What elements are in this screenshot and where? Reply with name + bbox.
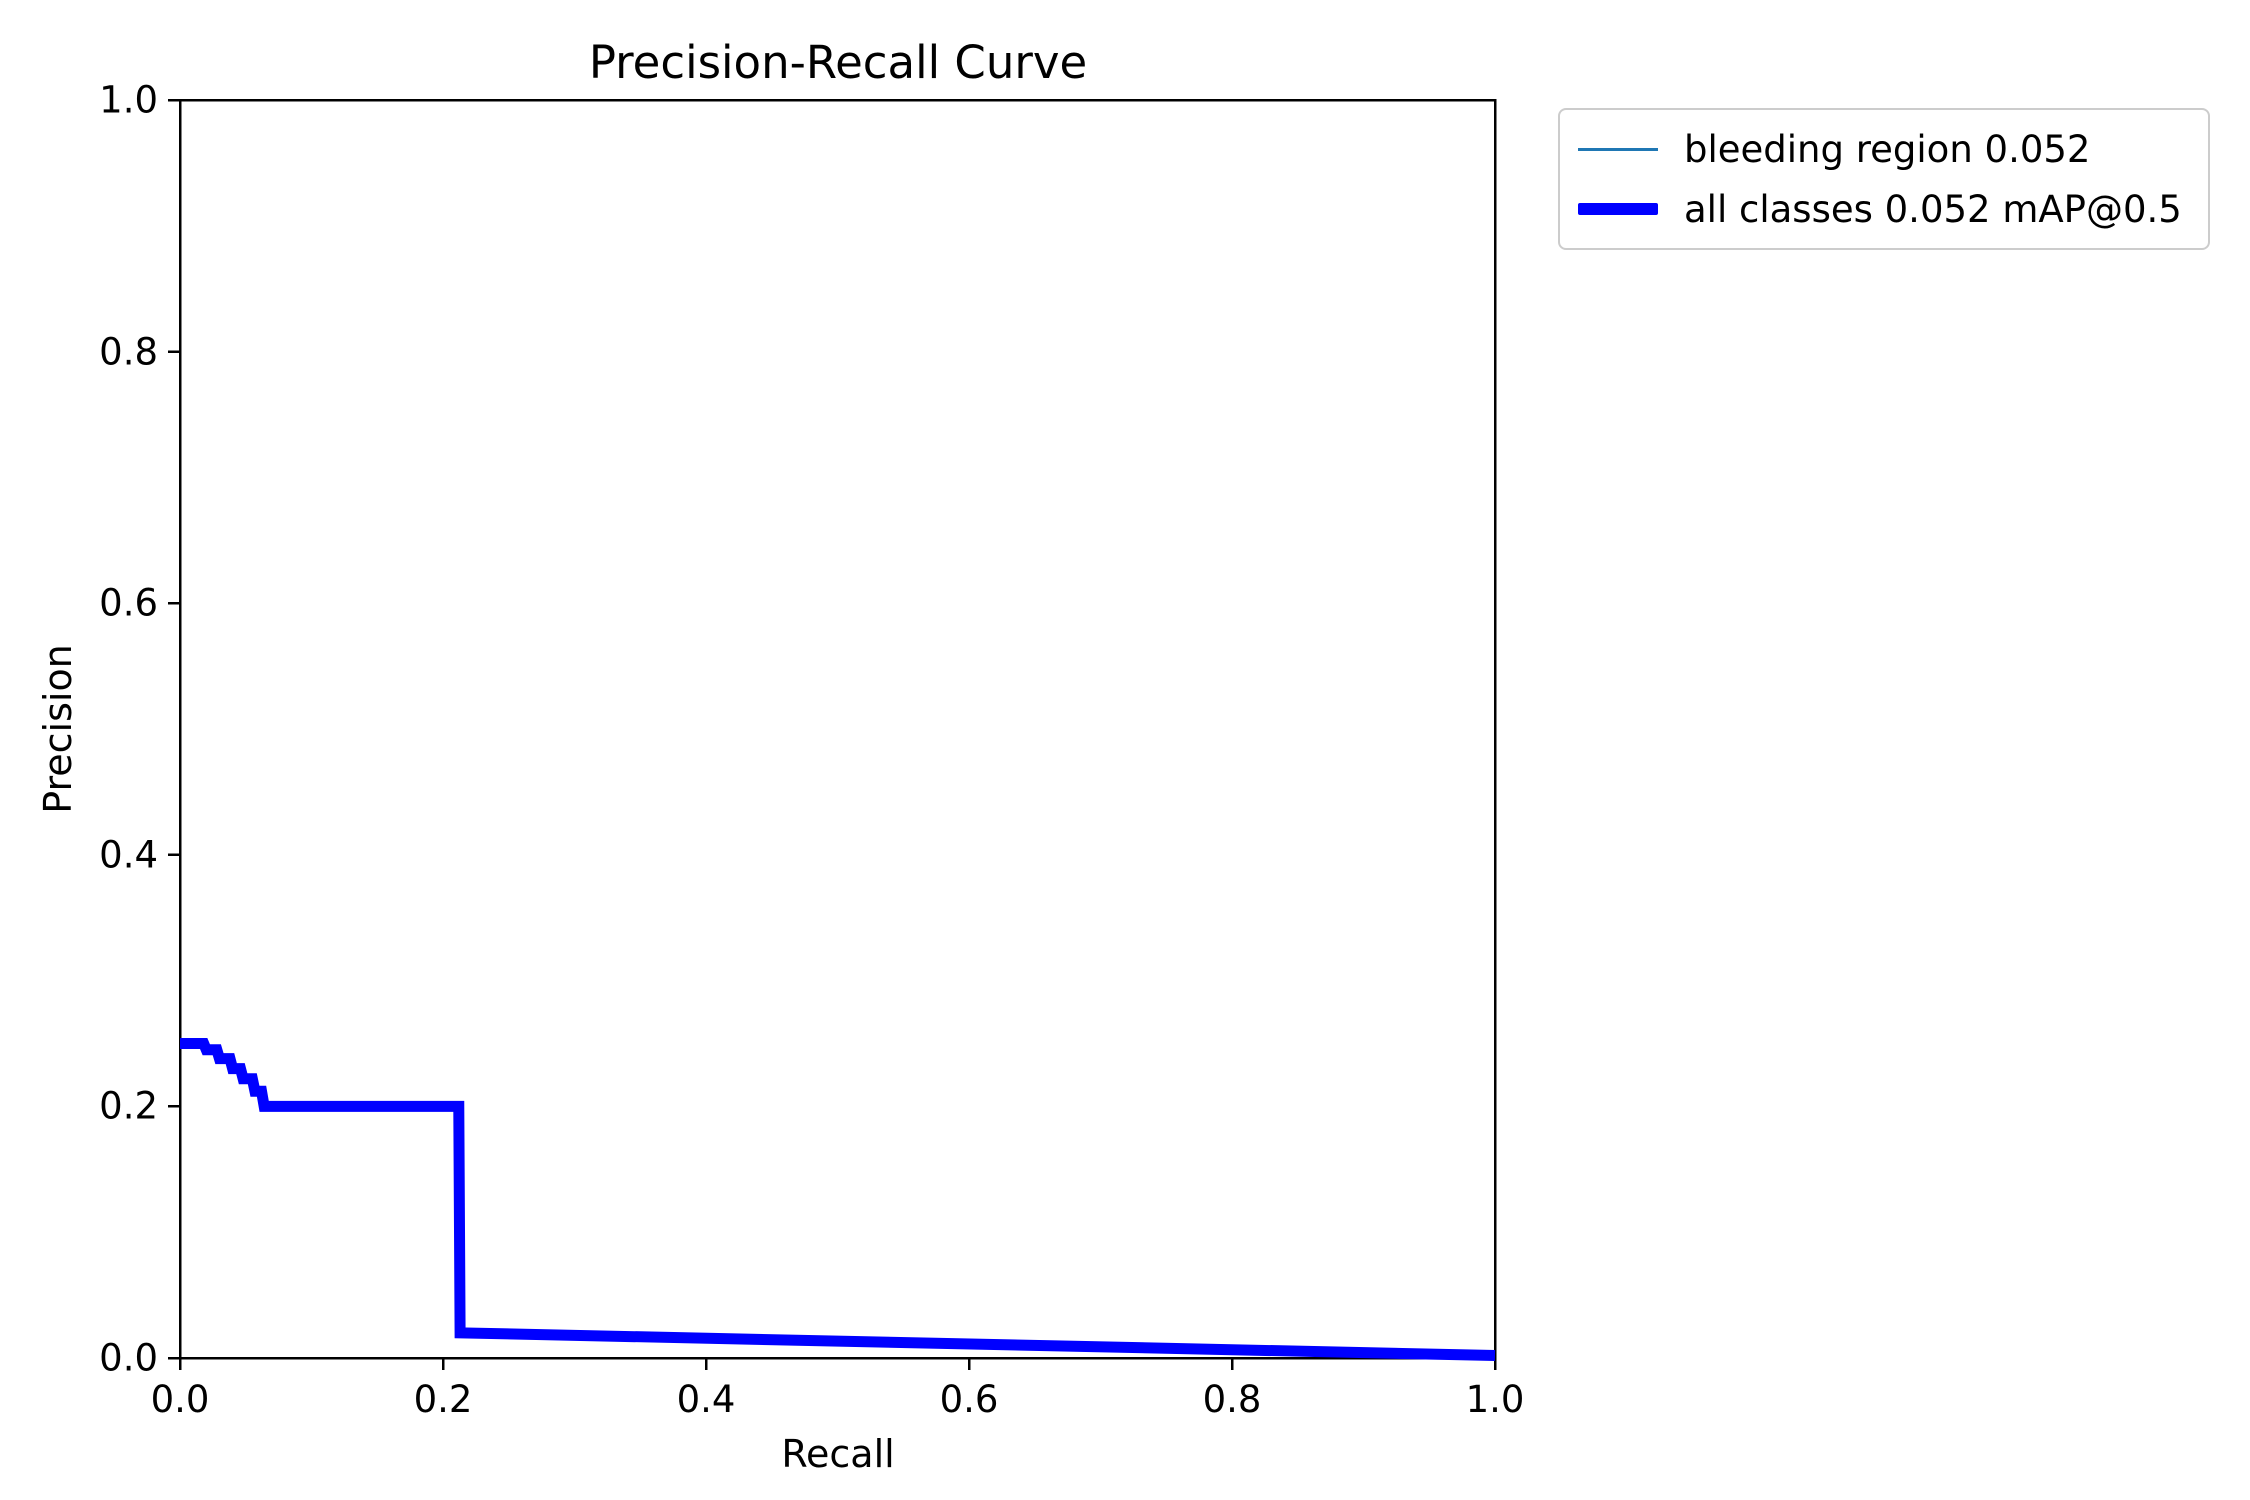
y-tick-label: 0.8 (99, 330, 158, 374)
y-tick-label: 0.6 (99, 581, 158, 625)
x-tick-label: 0.6 (939, 1378, 999, 1421)
x-tick-label: 0.0 (150, 1378, 210, 1421)
legend-line-sample-thin (1578, 147, 1658, 151)
x-tick-label: 0.4 (676, 1378, 736, 1421)
legend-item-all-classes: all classes 0.052 mAP@0.5 (1578, 184, 2182, 234)
y-tick-label: 0.0 (99, 1336, 158, 1380)
x-tick-label: 1.0 (1465, 1378, 1525, 1421)
legend-label-bleeding-region: bleeding region 0.052 (1684, 127, 2091, 171)
y-axis-label: Precision (36, 644, 80, 814)
legend-label-all-classes: all classes 0.052 mAP@0.5 (1684, 187, 2182, 231)
y-tick-label: 0.2 (99, 1084, 158, 1128)
x-axis-label: Recall (781, 1432, 895, 1476)
legend-item-bleeding-region: bleeding region 0.052 (1578, 124, 2182, 174)
y-tick-label: 0.4 (99, 833, 158, 877)
chart-title: Precision-Recall Curve (588, 36, 1088, 89)
legend: bleeding region 0.052 all classes 0.052 … (1558, 108, 2210, 250)
legend-line-sample-thick (1578, 203, 1658, 215)
y-tick-label: 1.0 (99, 78, 158, 122)
x-tick-label: 0.2 (413, 1378, 473, 1421)
x-tick-label: 0.8 (1202, 1378, 1262, 1421)
